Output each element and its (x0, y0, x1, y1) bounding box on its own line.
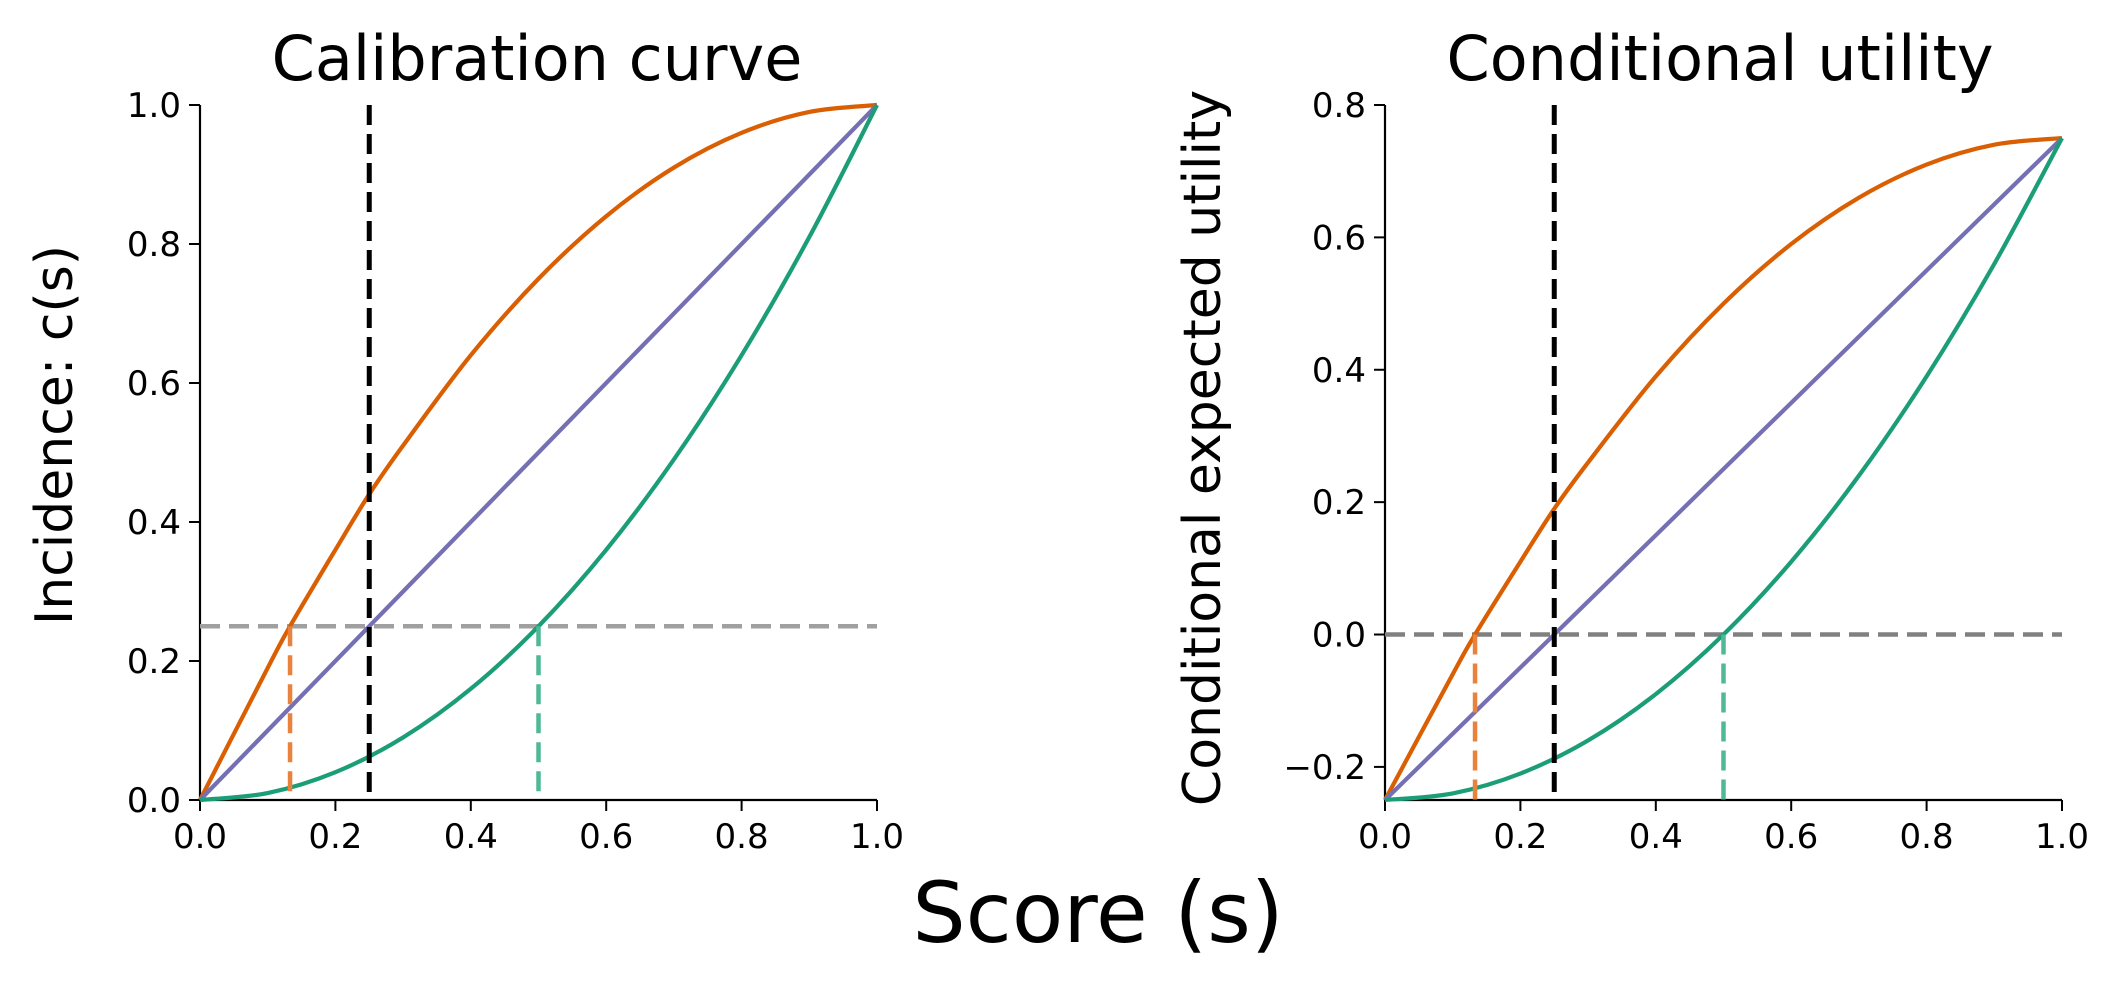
y-tick-label: 1.0 (127, 86, 181, 126)
x-tick-label: 0.0 (1358, 817, 1412, 857)
calibration-plot-area: 0.0 0.2 0.4 0.6 0.8 1.0 0.0 0.2 0.4 0.6 0.8 1.0 (127, 86, 904, 857)
purple-curve (1383, 136, 2064, 802)
x-tick-label: 0.8 (715, 817, 769, 857)
y-tick-label: 0.2 (1312, 483, 1366, 523)
calibration-title: Calibration curve (272, 22, 803, 95)
y-tick-label: 0.6 (127, 364, 181, 404)
x-tick-label: 0.2 (1493, 817, 1547, 857)
y-tick-label: −0.2 (1283, 748, 1366, 788)
x-tick-label: 1.0 (850, 817, 904, 857)
x-tick-label: 0.6 (579, 817, 633, 857)
shared-x-axis-label: Score (s) (912, 864, 1283, 962)
calibration-panel: Calibration curve Incidence: c(s) 0.0 0.2… (25, 22, 904, 857)
utility-title: Conditional utility (1446, 22, 1993, 95)
x-tick-label: 0.4 (444, 817, 498, 857)
y-tick-label: 0.4 (1312, 351, 1366, 391)
utility-ylabel: Conditional expected utility (1173, 90, 1233, 806)
y-tick-label: 0.0 (1312, 616, 1366, 656)
y-tick-label: 0.8 (1312, 86, 1366, 126)
purple-curve (198, 103, 879, 802)
x-tick-label: 0.6 (1764, 817, 1818, 857)
utility-plot-area: 0.0 0.2 0.4 0.6 0.8 1.0 −0.2 0.0 0.2 0.4 0.6 0.8 (1283, 86, 2089, 857)
x-tick-label: 1.0 (2035, 817, 2089, 857)
x-tick-label: 0.4 (1629, 817, 1683, 857)
green-curve (1384, 137, 2064, 802)
x-tick-label: 0.0 (173, 817, 227, 857)
y-tick-label: 0.0 (127, 781, 181, 821)
utility-panel: Conditional utility Conditional expected… (1173, 22, 2089, 857)
y-tick-label: 0.4 (127, 503, 181, 543)
x-tick-label: 0.2 (308, 817, 362, 857)
x-tick-label: 0.8 (1900, 817, 1954, 857)
green-curve (199, 104, 879, 802)
y-tick-label: 0.2 (127, 642, 181, 682)
calibration-ylabel: Incidence: c(s) (25, 245, 85, 625)
y-tick-label: 0.6 (1312, 218, 1366, 258)
y-tick-label: 0.8 (127, 225, 181, 265)
